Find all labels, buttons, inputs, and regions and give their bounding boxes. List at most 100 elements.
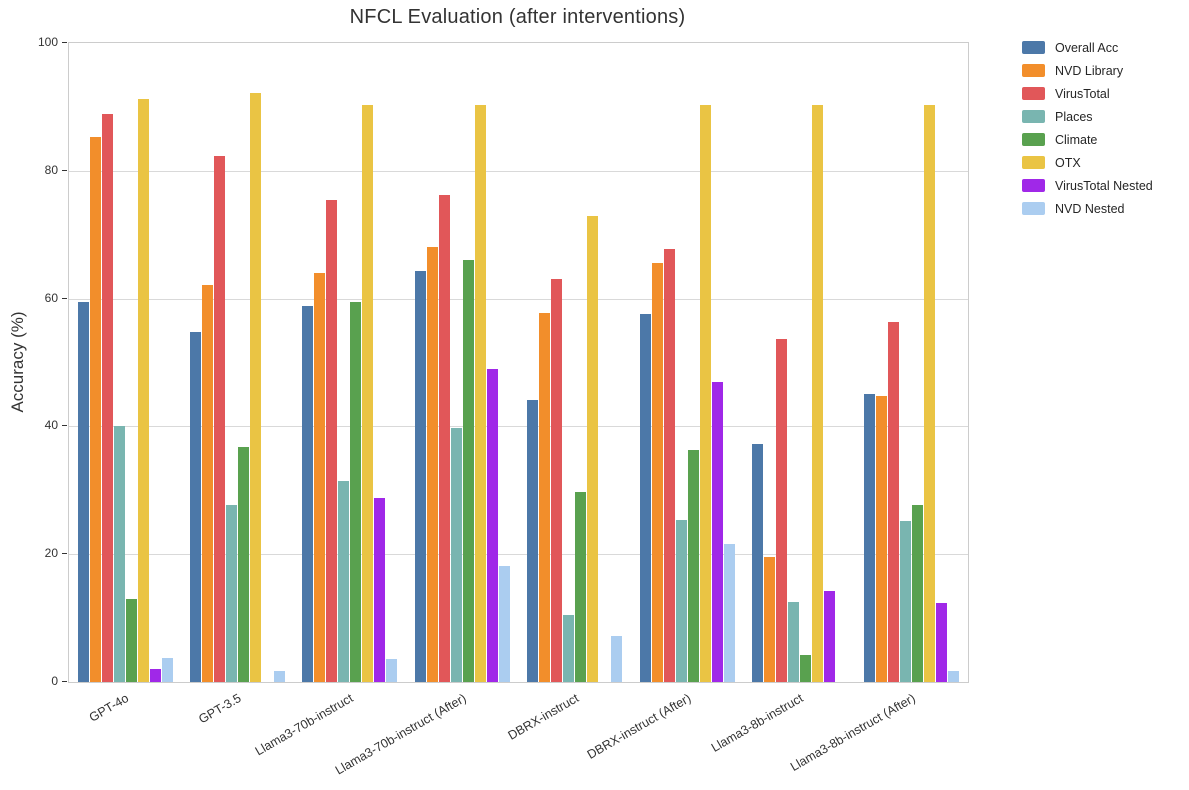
- gridline-y-60: [69, 299, 968, 300]
- bar-climate-gpt-3-5: [238, 446, 249, 682]
- bar-nvd-library-gpt-3-5: [202, 285, 213, 682]
- bar-nvd-nested-llama3-70b-instruct: [386, 659, 397, 682]
- legend-swatch-icon: [1022, 202, 1045, 215]
- y-tick-label-60: 60: [44, 290, 58, 305]
- bar-overall-acc-dbrx-instruct-after-: [640, 313, 651, 682]
- y-tick-mark: [62, 42, 67, 43]
- y-tick-label-20: 20: [44, 546, 58, 561]
- bar-otx-llama3-70b-instruct: [362, 104, 373, 682]
- x-tick-label-gpt-3-5: GPT-3.5: [196, 691, 244, 727]
- plot-area: [68, 42, 969, 683]
- legend-item-places: Places: [1022, 105, 1153, 128]
- y-tick-label-100: 100: [37, 35, 58, 49]
- bar-places-gpt-4o: [114, 426, 125, 682]
- y-tick-label-40: 40: [44, 418, 58, 433]
- bar-overall-acc-llama3-70b-instruct: [302, 306, 313, 682]
- bar-virustotal-nested-llama3-8b-instruct-after-: [936, 602, 947, 682]
- bar-nvd-nested-gpt-4o: [162, 658, 173, 682]
- bar-virustotal-nested-gpt-4o: [150, 669, 161, 682]
- x-tick-label-llama3-8b-instruct-after-: Llama3-8b-instruct (After): [788, 691, 918, 774]
- legend-item-nvd-nested: NVD Nested: [1022, 197, 1153, 220]
- bar-virustotal-nested-llama3-8b-instruct: [824, 590, 835, 682]
- bar-otx-gpt-4o: [138, 99, 149, 682]
- bar-climate-llama3-70b-instruct: [350, 301, 361, 682]
- bar-places-llama3-70b-instruct-after-: [451, 428, 462, 682]
- bar-overall-acc-llama3-8b-instruct: [752, 444, 763, 682]
- bar-overall-acc-gpt-4o: [78, 301, 89, 682]
- legend-item-virustotal: VirusTotal: [1022, 82, 1153, 105]
- bar-virustotal-llama3-8b-instruct: [776, 338, 787, 682]
- legend-swatch-icon: [1022, 110, 1045, 123]
- legend-label: Overall Acc: [1055, 40, 1119, 55]
- bar-otx-llama3-8b-instruct: [812, 104, 823, 682]
- legend-label: Climate: [1055, 132, 1098, 147]
- bar-climate-llama3-8b-instruct: [800, 655, 811, 682]
- legend-item-climate: Climate: [1022, 128, 1153, 151]
- bar-overall-acc-llama3-8b-instruct-after-: [864, 394, 875, 682]
- y-tick-mark: [62, 425, 67, 427]
- bar-nvd-library-llama3-8b-instruct-after-: [876, 395, 887, 682]
- y-tick-mark: [62, 553, 67, 555]
- bar-overall-acc-gpt-3-5: [190, 331, 201, 682]
- bar-overall-acc-llama3-70b-instruct-after-: [415, 271, 426, 682]
- bar-otx-dbrx-instruct-after-: [700, 104, 711, 682]
- legend-item-virustotal-nested: VirusTotal Nested: [1022, 174, 1153, 197]
- y-tick-mark: [62, 297, 67, 299]
- legend-swatch-icon: [1022, 179, 1045, 192]
- legend-label: OTX: [1055, 155, 1081, 170]
- bar-places-llama3-70b-instruct: [338, 480, 349, 682]
- gridline-y-20: [69, 554, 968, 555]
- bar-virustotal-dbrx-instruct-after-: [664, 249, 675, 682]
- bar-places-dbrx-instruct-after-: [676, 520, 687, 682]
- bar-otx-llama3-70b-instruct-after-: [475, 104, 486, 682]
- bar-nvd-nested-dbrx-instruct-after-: [724, 543, 735, 682]
- legend-swatch-icon: [1022, 64, 1045, 77]
- bar-virustotal-gpt-3-5: [214, 156, 225, 682]
- y-tick-label-0: 0: [51, 674, 58, 688]
- bar-nvd-library-llama3-8b-instruct: [764, 557, 775, 682]
- bar-nvd-library-llama3-70b-instruct-after-: [427, 247, 438, 682]
- bar-places-gpt-3-5: [226, 505, 237, 682]
- bar-virustotal-nested-dbrx-instruct-after-: [712, 381, 723, 682]
- bar-climate-dbrx-instruct: [575, 491, 586, 682]
- bar-places-dbrx-instruct: [563, 614, 574, 682]
- legend-swatch-icon: [1022, 156, 1045, 169]
- x-tick-label-llama3-70b-instruct: Llama3-70b-instruct: [253, 691, 356, 759]
- legend-swatch-icon: [1022, 41, 1045, 54]
- x-tick-label-gpt-4o: GPT-4o: [86, 691, 132, 725]
- legend-label: NVD Nested: [1055, 201, 1125, 216]
- y-tick-mark: [62, 681, 67, 682]
- bar-places-llama3-8b-instruct: [788, 602, 799, 682]
- legend-item-nvd-library: NVD Library: [1022, 59, 1153, 82]
- bar-nvd-nested-gpt-3-5: [274, 671, 285, 682]
- y-tick-label-80: 80: [44, 162, 58, 177]
- bar-virustotal-nested-llama3-70b-instruct: [374, 497, 385, 682]
- bar-virustotal-llama3-8b-instruct-after-: [888, 322, 899, 682]
- bar-virustotal-nested-llama3-70b-instruct-after-: [487, 368, 498, 682]
- legend: Overall Acc NVD Library VirusTotal Places Cl…: [1022, 36, 1153, 220]
- bar-nvd-library-dbrx-instruct: [539, 312, 550, 682]
- bar-otx-gpt-3-5: [250, 92, 261, 682]
- bar-virustotal-llama3-70b-instruct: [326, 199, 337, 682]
- legend-item-otx: OTX: [1022, 151, 1153, 174]
- legend-item-overall-acc: Overall Acc: [1022, 36, 1153, 59]
- legend-swatch-icon: [1022, 87, 1045, 100]
- bar-climate-llama3-70b-instruct-after-: [463, 260, 474, 682]
- bar-nvd-nested-dbrx-instruct: [611, 636, 622, 682]
- bar-climate-gpt-4o: [126, 598, 137, 682]
- bar-nvd-library-gpt-4o: [90, 136, 101, 682]
- bar-climate-llama3-8b-instruct-after-: [912, 505, 923, 682]
- bar-nvd-library-dbrx-instruct-after-: [652, 263, 663, 682]
- bar-otx-dbrx-instruct: [587, 215, 598, 682]
- bar-otx-llama3-8b-instruct-after-: [924, 104, 935, 682]
- chart-title: NFCL Evaluation (after interventions): [349, 6, 686, 28]
- bar-climate-dbrx-instruct-after-: [688, 450, 699, 682]
- legend-label: Places: [1055, 109, 1093, 124]
- gridline-y-40: [69, 426, 968, 427]
- x-tick-label-llama3-8b-instruct: Llama3-8b-instruct: [708, 691, 806, 755]
- x-tick-label-dbrx-instruct-after-: DBRX-instruct (After): [584, 691, 694, 762]
- legend-label: NVD Library: [1055, 63, 1124, 78]
- gridline-y-80: [69, 171, 968, 172]
- bar-virustotal-llama3-70b-instruct-after-: [439, 195, 450, 682]
